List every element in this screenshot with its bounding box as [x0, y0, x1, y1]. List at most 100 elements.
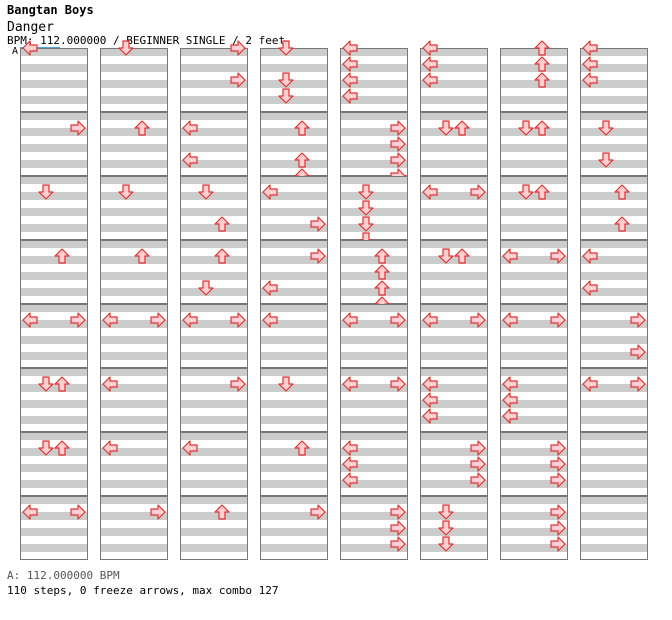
measure-45: [340, 368, 408, 432]
beat-band: [500, 80, 568, 88]
left-arrow-icon: [422, 72, 438, 88]
measure-26: [100, 240, 168, 304]
beat-band: [20, 304, 88, 312]
measure-59: [180, 496, 248, 560]
beat-band: [100, 208, 168, 216]
measure-border: [500, 432, 568, 496]
left-arrow-icon: [342, 312, 358, 328]
right-arrow-icon: [310, 248, 326, 264]
measure-56: [580, 432, 648, 496]
beat-band: [340, 336, 408, 344]
beat-band: [500, 304, 568, 312]
beat-band: [340, 224, 408, 232]
measure-border: [260, 176, 328, 240]
beat-band: [580, 432, 648, 440]
beat-band: [20, 464, 88, 472]
down-arrow-icon: [438, 536, 454, 552]
measure-border: [20, 304, 88, 368]
measure-border: [260, 432, 328, 496]
beat-band: [500, 512, 568, 520]
right-arrow-icon: [70, 504, 86, 520]
right-arrow-icon: [630, 344, 646, 360]
measure-29: [340, 240, 408, 312]
down-arrow-icon: [438, 504, 454, 520]
measure-border: [180, 176, 248, 240]
down-arrow-icon: [198, 184, 214, 200]
measure-border: [500, 496, 568, 560]
beat-band: [100, 144, 168, 152]
down-arrow-icon: [278, 72, 294, 88]
beat-band: [580, 528, 648, 536]
beat-band: [340, 352, 408, 360]
beat-band: [100, 304, 168, 312]
beat-band: [580, 112, 648, 120]
beat-band: [420, 192, 488, 200]
measure-61: [340, 496, 408, 560]
measure-23: [500, 176, 568, 240]
beat-band: [580, 96, 648, 104]
measure-11: [180, 112, 248, 176]
beat-band: [20, 64, 88, 72]
beat-band: [100, 368, 168, 376]
measure-border: [500, 240, 568, 304]
measure-border: [100, 432, 168, 496]
beat-band: [580, 272, 648, 280]
beat-band: [420, 320, 488, 328]
beat-band: [420, 208, 488, 216]
left-arrow-icon: [502, 376, 518, 392]
measure-border: [420, 368, 488, 432]
left-arrow-icon: [582, 56, 598, 72]
beat-band: [100, 464, 168, 472]
down-arrow-icon: [518, 120, 534, 136]
beat-band: [420, 432, 488, 440]
down-arrow-icon: [598, 120, 614, 136]
beat-band: [580, 464, 648, 472]
beat-band: [260, 240, 328, 248]
beat-band: [580, 208, 648, 216]
measure-46: [420, 368, 488, 432]
beat-band: [420, 288, 488, 296]
measure-24: [580, 176, 648, 240]
beat-band: [340, 176, 408, 184]
measure-border: [500, 176, 568, 240]
measure-9: [20, 112, 88, 176]
beat-band: [260, 224, 328, 232]
up-arrow-icon: [374, 280, 390, 296]
beat-band: [20, 368, 88, 376]
measure-border: [580, 304, 648, 368]
beat-band: [100, 224, 168, 232]
beat-band: [420, 368, 488, 376]
beat-band: [20, 48, 88, 56]
right-arrow-icon: [630, 312, 646, 328]
right-arrow-icon: [470, 184, 486, 200]
beat-band: [180, 304, 248, 312]
beat-band: [340, 80, 408, 88]
beat-band: [500, 256, 568, 264]
beat-band: [260, 192, 328, 200]
right-arrow-icon: [230, 40, 246, 56]
down-arrow-icon: [38, 184, 54, 200]
beat-band: [500, 432, 568, 440]
measure-border: [180, 368, 248, 432]
beat-band: [20, 320, 88, 328]
beat-band: [420, 496, 488, 504]
beat-band: [340, 64, 408, 72]
down-arrow-icon: [118, 40, 134, 56]
left-arrow-icon: [422, 392, 438, 408]
beat-band: [260, 208, 328, 216]
beat-band: [500, 368, 568, 376]
measure-border: [180, 48, 248, 112]
beat-band: [20, 496, 88, 504]
measure-34: [100, 304, 168, 368]
beat-band: [420, 80, 488, 88]
beat-band: [340, 144, 408, 152]
measure-border: [420, 304, 488, 368]
measure-border: [20, 432, 88, 496]
beat-band: [180, 48, 248, 56]
right-arrow-icon: [550, 248, 566, 264]
beat-band: [500, 480, 568, 488]
beat-band: [420, 352, 488, 360]
measure-44: [260, 368, 328, 432]
beat-band: [20, 432, 88, 440]
left-arrow-icon: [422, 408, 438, 424]
